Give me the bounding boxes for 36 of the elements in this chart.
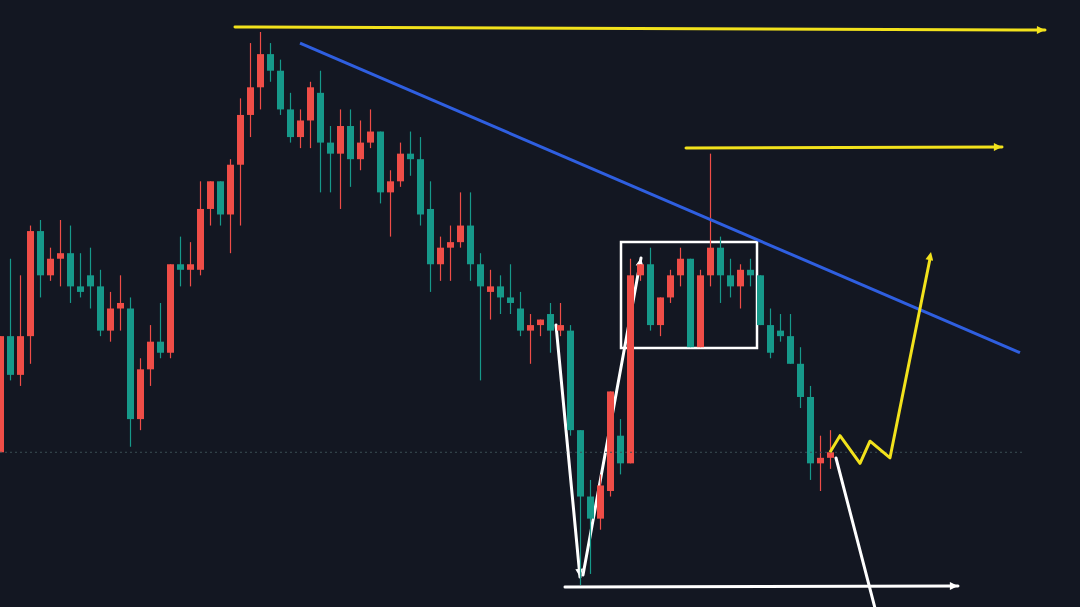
candlestick bbox=[527, 313, 534, 365]
candlestick bbox=[157, 302, 164, 359]
candlestick bbox=[327, 125, 334, 193]
candlestick bbox=[57, 219, 64, 287]
candlestick bbox=[437, 236, 444, 282]
candlestick bbox=[177, 236, 184, 287]
candlestick bbox=[667, 269, 674, 304]
candlestick bbox=[677, 247, 684, 287]
candlestick bbox=[737, 263, 744, 310]
candlestick bbox=[727, 258, 734, 299]
candlestick bbox=[747, 258, 754, 287]
candlestick bbox=[47, 247, 54, 282]
candlestick bbox=[357, 119, 364, 171]
candlestick bbox=[517, 291, 524, 337]
candlestick bbox=[87, 247, 94, 310]
candlestick bbox=[367, 108, 374, 149]
candlestick bbox=[817, 435, 824, 492]
candlestick bbox=[267, 42, 274, 83]
candlestick bbox=[477, 252, 484, 381]
candlestick bbox=[827, 429, 834, 470]
candlestick bbox=[387, 169, 394, 238]
candlestick bbox=[447, 224, 454, 282]
candlestick bbox=[547, 302, 554, 354]
candlestick bbox=[107, 291, 114, 343]
candlestick bbox=[117, 274, 124, 332]
candlestick bbox=[77, 252, 84, 299]
candlestick bbox=[507, 263, 514, 315]
candlestick bbox=[457, 191, 464, 249]
candlestick bbox=[777, 313, 784, 343]
candlestick bbox=[587, 479, 594, 575]
candlestick bbox=[557, 302, 564, 337]
candlestick bbox=[407, 130, 414, 177]
candlestick bbox=[297, 108, 304, 149]
candlestick bbox=[487, 269, 494, 321]
candlestick bbox=[187, 241, 194, 287]
candlestick bbox=[497, 274, 504, 315]
